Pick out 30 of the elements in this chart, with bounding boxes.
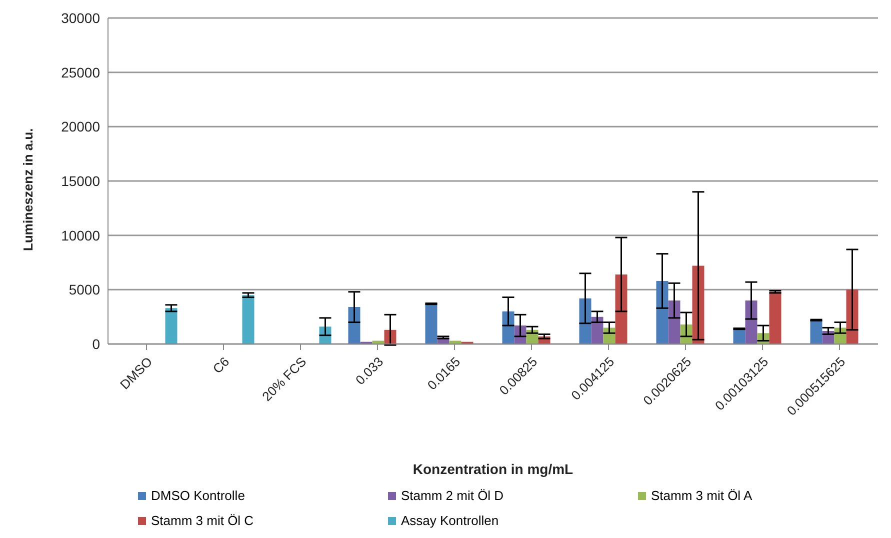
bar bbox=[745, 300, 758, 344]
bar bbox=[769, 292, 782, 344]
bar bbox=[591, 316, 604, 344]
bar bbox=[656, 280, 668, 344]
y-tick-label: 0 bbox=[92, 336, 100, 352]
x-tick-label: C6 bbox=[210, 354, 232, 376]
y-tick-label: 10000 bbox=[61, 227, 100, 244]
x-axis-title: Konzentration in mg/mL bbox=[412, 461, 574, 477]
bar bbox=[615, 274, 628, 344]
bar bbox=[425, 304, 438, 344]
bar bbox=[372, 340, 384, 344]
bar bbox=[242, 295, 254, 344]
bar bbox=[579, 298, 592, 344]
y-tick-label: 20000 bbox=[61, 118, 100, 135]
bar bbox=[165, 308, 178, 344]
y-tick-label: 15000 bbox=[61, 172, 100, 189]
y-tick-label: 5000 bbox=[68, 282, 100, 298]
y-tick-label: 25000 bbox=[61, 64, 100, 80]
bar bbox=[449, 340, 462, 344]
legend-label: Stamm 3 mit Öl C bbox=[151, 513, 254, 528]
bar bbox=[348, 307, 360, 344]
y-axis-title: Lumineszenz in a.u. bbox=[20, 128, 36, 251]
bar bbox=[733, 328, 746, 344]
legend-label: Assay Kontrollen bbox=[401, 513, 499, 528]
legend-label: Stamm 3 mit Öl A bbox=[651, 488, 752, 503]
legend-label: DMSO Kontrolle bbox=[151, 488, 245, 503]
legend-label: Stamm 2 mit Öl D bbox=[401, 488, 504, 503]
bar bbox=[668, 300, 680, 344]
bar bbox=[810, 320, 822, 344]
y-tick-label: 30000 bbox=[61, 10, 100, 26]
